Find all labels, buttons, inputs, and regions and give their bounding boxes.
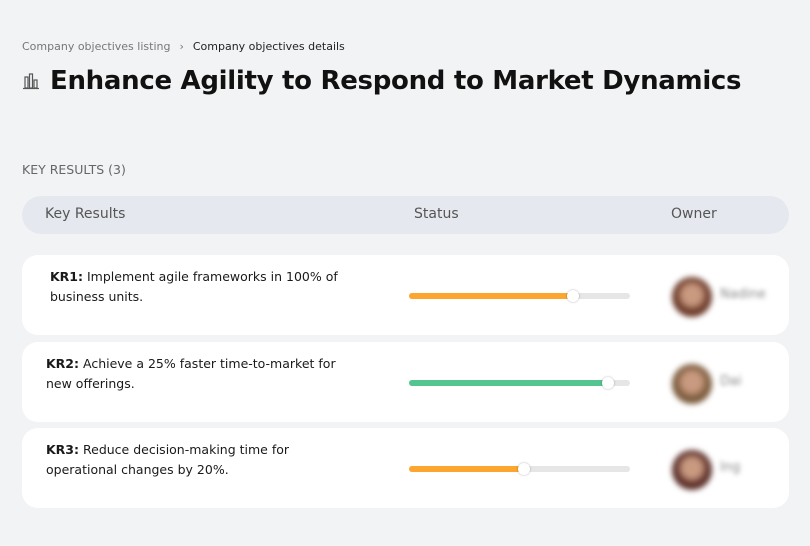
key-result-row[interactable]: KR1: Implement agile frameworks in 100% … — [22, 255, 789, 335]
progress-fill — [409, 380, 608, 386]
progress-slider[interactable] — [409, 463, 630, 475]
key-result-row[interactable]: KR3: Reduce decision-making time for ope… — [22, 428, 789, 508]
key-result-text: KR2: Achieve a 25% faster time-to-market… — [46, 354, 356, 394]
progress-fill — [409, 293, 573, 299]
owner-name: Ing — [720, 460, 741, 475]
page-title: Enhance Agility to Respond to Market Dyn… — [50, 66, 742, 96]
key-result-text: KR1: Implement agile frameworks in 100% … — [50, 267, 340, 307]
breadcrumb-current: Company objectives details — [192, 40, 345, 53]
key-result-text: KR3: Reduce decision-making time for ope… — [46, 440, 356, 480]
column-header-status: Status — [414, 206, 459, 222]
key-results-section-label: KEY RESULTS (3) — [22, 162, 126, 177]
key-result-description: Implement agile frameworks in 100% of bu… — [50, 269, 338, 304]
column-header-key-results: Key Results — [45, 206, 126, 222]
page-header: Enhance Agility to Respond to Market Dyn… — [22, 66, 742, 96]
building-chart-icon — [23, 73, 39, 90]
key-result-description: Achieve a 25% faster time-to-market for … — [46, 356, 336, 391]
chevron-right-icon: › — [179, 40, 184, 53]
owner-name: Dai — [720, 374, 742, 389]
key-result-description: Reduce decision-making time for operatio… — [46, 442, 290, 477]
key-result-id: KR3: — [46, 442, 80, 457]
owner-avatar — [672, 277, 712, 317]
breadcrumb: Company objectives listing › Company obj… — [22, 40, 345, 53]
key-result-row[interactable]: KR2: Achieve a 25% faster time-to-market… — [22, 342, 789, 422]
owner-name: Nadine — [720, 287, 766, 302]
progress-slider[interactable] — [409, 290, 630, 302]
progress-fill — [409, 466, 524, 472]
table-header: Key Results Status Owner — [22, 196, 789, 234]
progress-handle[interactable] — [566, 290, 579, 302]
key-result-id: KR2: — [46, 356, 80, 371]
owner-avatar — [672, 450, 712, 490]
breadcrumb-parent-link[interactable]: Company objectives listing — [22, 40, 171, 53]
progress-slider[interactable] — [409, 377, 630, 389]
column-header-owner: Owner — [671, 206, 717, 222]
key-result-id: KR1: — [50, 269, 84, 284]
owner-avatar — [672, 364, 712, 404]
progress-handle[interactable] — [601, 377, 614, 389]
progress-handle[interactable] — [517, 463, 530, 475]
